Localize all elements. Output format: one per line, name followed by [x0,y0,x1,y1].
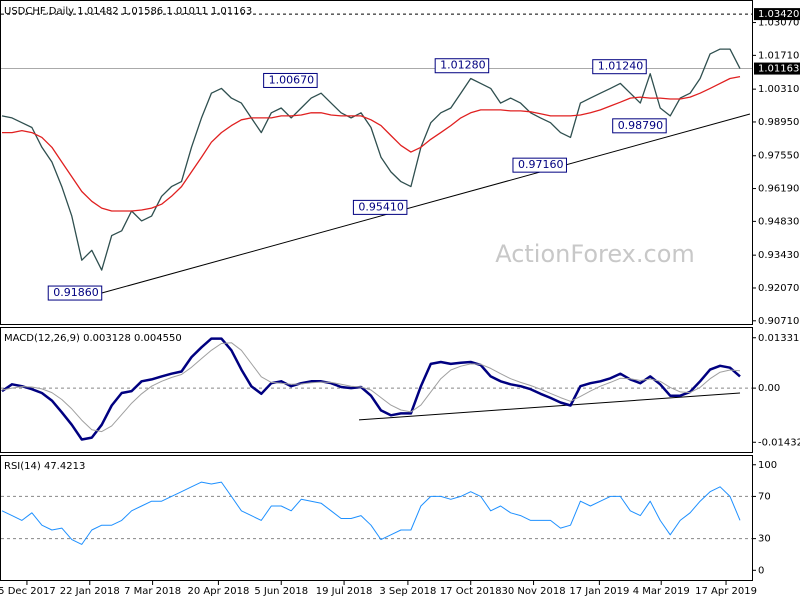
level-label: 1.01163 [758,64,799,75]
x-tick-label: 5 Dec 2017 [0,586,56,597]
annotation-label: 0.91860 [53,286,99,299]
watermark: ActionForex.com [495,240,695,268]
annotation-label: 0.95410 [358,200,404,213]
rsi-panel [0,455,753,581]
y-tick-label: 70 [758,491,771,502]
x-tick-label: 4 Mar 2019 [633,586,690,597]
y-tick-label: 1.00310 [758,84,799,95]
panel-title: USDCHF,Daily 1.01482 1.01586 1.01011 1.0… [4,6,252,17]
annotation-box [512,157,567,173]
annotation-box [592,59,647,75]
level-label: 1.03420 [758,9,799,20]
y-tick-label: 1.01710 [758,50,799,61]
trendline [101,113,751,294]
series-line [2,75,741,212]
y-tick-label: 0.93430 [758,250,799,261]
y-tick-label: -0.014323 [758,437,800,448]
price-panel [0,0,753,325]
series-line [1,48,741,271]
annotation-label: 0.97160 [518,158,564,171]
y-tick-label: 0.013319 [758,333,800,344]
y-tick-label: 0.97550 [758,151,799,162]
annotation-box [47,285,103,301]
annotation-label: 0.98790 [618,119,664,132]
y-tick-label: 0.92070 [758,283,799,294]
x-tick-label: 20 Apr 2018 [187,586,249,597]
x-tick-label: 17 Jan 2019 [569,586,629,597]
annotation-label: 1.00670 [269,73,315,86]
x-tick-label: 5 Jun 2018 [254,586,308,597]
annotation-label: 1.01280 [440,59,486,72]
y-tick-label: 100 [758,460,777,471]
series-line [1,481,741,545]
y-tick-label: 0 [758,565,764,576]
y-tick-label: 0.94830 [758,216,799,227]
x-tick-label: 17 Oct 2018 [440,586,502,597]
panel-title: RSI(14) 47.4213 [4,461,85,472]
level-box [754,62,800,75]
panel-title: MACD(12,26,9) 0.003128 0.004550 [4,333,182,344]
level-box [754,8,800,21]
y-tick-label: 1.03070 [758,18,799,29]
y-tick-label: 0.96190 [758,184,799,195]
x-tick-label: 7 Mar 2018 [124,586,181,597]
annotation-box [434,58,490,74]
annotation-label: 1.01240 [598,60,644,73]
series-line [1,337,741,441]
y-tick-label: 30 [758,534,771,545]
x-tick-label: 22 Jan 2018 [60,586,120,597]
y-tick-label: 0.00 [758,383,780,394]
series-line [1,342,741,433]
annotation-box [352,199,408,215]
x-tick-label: 3 Sep 2018 [379,586,436,597]
trendline [358,392,741,421]
x-tick-label: 30 Nov 2018 [502,586,566,597]
annotation-box [263,72,318,88]
annotation-box [612,118,667,134]
x-tick-label: 17 Apr 2019 [695,586,757,597]
x-tick-label: 19 Jul 2018 [316,586,373,597]
y-tick-label: 0.90710 [758,316,799,327]
macd-panel [0,327,753,453]
y-tick-label: 0.98950 [758,117,799,128]
